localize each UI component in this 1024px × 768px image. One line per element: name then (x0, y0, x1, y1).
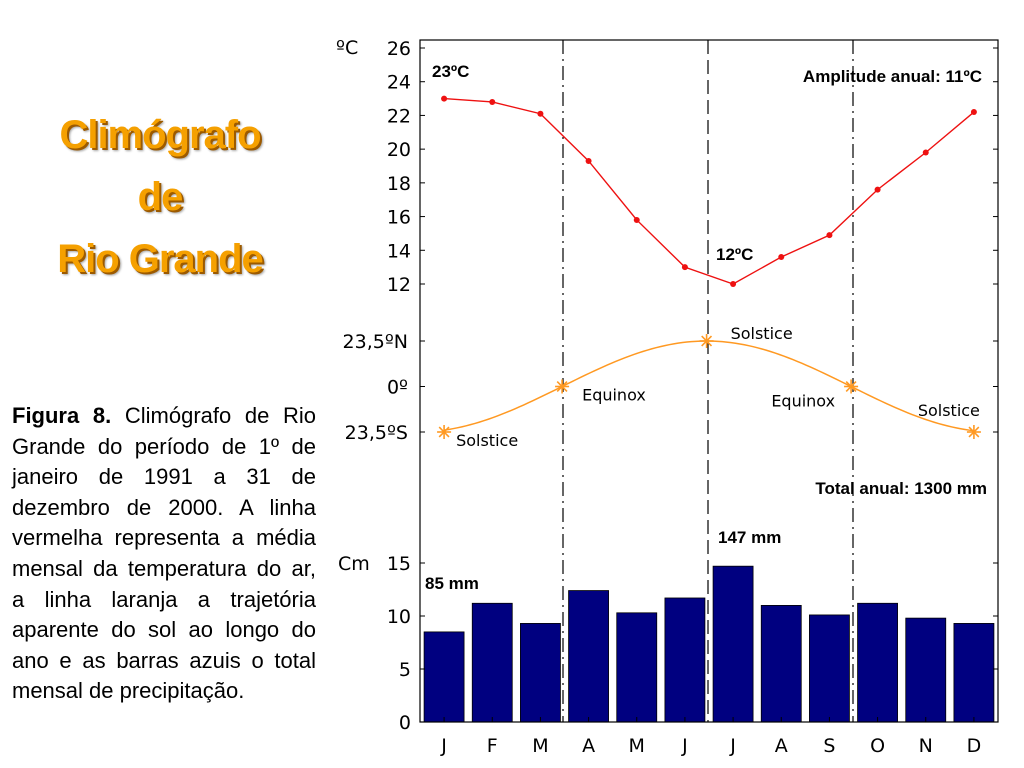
precipitation-bar (857, 602, 898, 723)
precipitation-bar (905, 617, 947, 723)
month-tick-label: F (487, 735, 498, 757)
temperature-point (633, 216, 640, 223)
sun-tick-label: 23,5ºS (345, 422, 408, 444)
temperature-tick-label: 26 (387, 38, 411, 60)
min-temperature-label: 12ºC (716, 245, 753, 264)
precipitation-bar (520, 623, 561, 723)
total-precipitation-label: Total anual: 1300 mm (815, 479, 987, 498)
temperature-point (970, 109, 977, 116)
month-tick-label: M (532, 735, 548, 757)
temperature-tick-label: 24 (387, 72, 411, 94)
sun-marker (966, 425, 981, 439)
temperature-tick-label: 20 (387, 139, 411, 161)
title-line-1: Climógrafo (59, 113, 261, 157)
precipitation-bar (664, 597, 706, 723)
temperature-unit-label: ºC (336, 37, 358, 59)
sun-marker (555, 379, 570, 394)
month-tick-label: A (775, 735, 788, 757)
sun-path-line (443, 340, 975, 432)
temperature-tick-label: 12 (387, 274, 411, 296)
temperature-point (489, 98, 496, 105)
temperature-point (730, 281, 737, 287)
temperature-point (778, 254, 785, 261)
sun-marker (699, 334, 714, 348)
caption-text: Climógrafo de Rio Grande do período de 1… (12, 403, 316, 704)
sun-marker-stroke (968, 426, 980, 438)
month-tick-label: S (823, 735, 835, 757)
month-tick-label: M (629, 735, 645, 757)
precipitation-bar (616, 612, 658, 723)
temperature-point (874, 186, 881, 193)
temperature-point (681, 264, 688, 271)
month-tick-label: J (681, 735, 688, 757)
sun-marker-label: Solstice (918, 401, 980, 420)
sun-marker (844, 379, 859, 394)
sun-marker-label: Equinox (771, 392, 835, 411)
precipitation-bar (471, 602, 513, 723)
temperature-tick-label: 18 (387, 173, 411, 195)
temperature-tick-label: 16 (387, 207, 411, 229)
sun-marker-stroke (438, 426, 450, 438)
month-tick-label: A (582, 735, 595, 757)
max-precipitation-label: 147 mm (718, 528, 781, 547)
max-temperature-label: 23ºC (432, 62, 469, 81)
precipitation-tick-label: 5 (399, 659, 411, 681)
precipitation-tick-label: 15 (387, 553, 411, 575)
temperature-line (444, 97, 975, 285)
plot-frame (419, 39, 999, 723)
sun-marker-stroke (556, 381, 568, 392)
precipitation-bar (809, 614, 850, 723)
caption-label: Figura 8. (12, 403, 112, 428)
sun-marker-label: Equinox (582, 386, 646, 405)
month-tick-label: D (967, 735, 982, 757)
temperature-point (922, 149, 929, 156)
title-line-2: de (137, 175, 184, 219)
sun-marker (437, 425, 452, 439)
temperature-point (826, 232, 833, 239)
precipitation-bar (568, 590, 609, 723)
sun-tick-label: 23,5ºN (343, 331, 408, 353)
month-tick-label: O (870, 735, 885, 757)
month-tick-label: N (919, 735, 933, 757)
precipitation-bar (423, 631, 465, 723)
amplitude-label: Amplitude anual: 11ºC (803, 67, 982, 86)
min-precipitation-label: 85 mm (425, 574, 479, 593)
temperature-point (441, 95, 448, 102)
sun-marker-stroke (701, 335, 713, 347)
temperature-point (537, 110, 544, 117)
sun-marker-stroke (845, 381, 857, 392)
precipitation-bar (760, 605, 802, 723)
sun-marker-label: Solstice (731, 324, 793, 343)
month-tick-label: J (729, 735, 736, 757)
precipitation-bar (953, 623, 995, 723)
chart-title: Climógrafo de Rio Grande (10, 104, 310, 290)
temperature-tick-label: 22 (387, 105, 411, 127)
sun-tick-label: 0º (387, 377, 408, 399)
precipitation-unit-label: Cm (338, 553, 370, 575)
temperature-tick-label: 14 (387, 240, 411, 262)
title-line-3: Rio Grande (57, 237, 264, 281)
precipitation-tick-label: 10 (387, 606, 411, 628)
figure-caption: Figura 8. Climógrafo de Rio Grande do pe… (12, 401, 316, 707)
precipitation-bar (712, 565, 754, 723)
temperature-point (585, 157, 592, 164)
precipitation-tick-label: 0 (399, 712, 411, 734)
sun-marker-label: Solstice (456, 431, 518, 450)
month-tick-label: J (440, 735, 447, 757)
